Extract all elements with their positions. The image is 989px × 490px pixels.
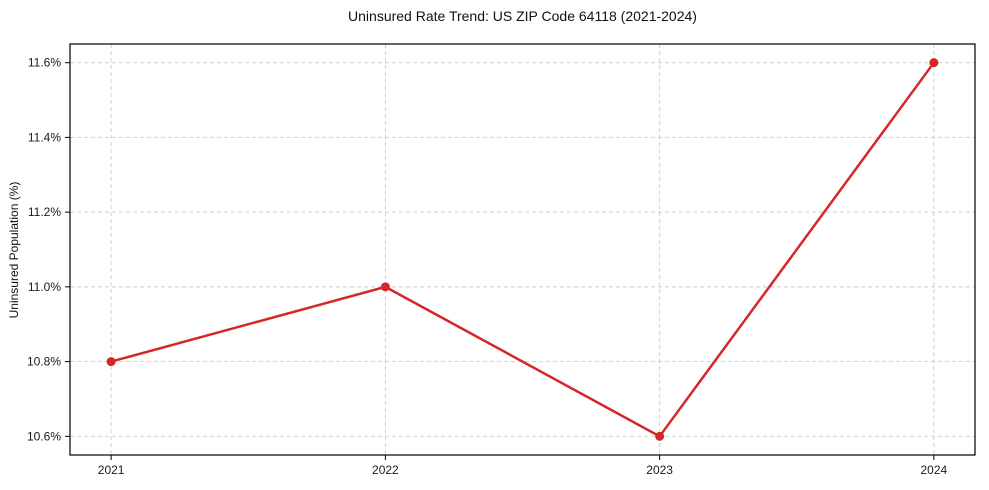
x-tick-label: 2024	[921, 463, 948, 477]
y-tick-label: 11.4%	[28, 130, 61, 144]
plot-border	[69, 43, 976, 456]
data-point	[929, 58, 939, 68]
data-point	[106, 357, 116, 367]
y-tick-label: 11.2%	[28, 205, 61, 219]
x-tick-label: 2021	[98, 463, 125, 477]
chart-title: Uninsured Rate Trend: US ZIP Code 64118 …	[348, 8, 697, 24]
y-tick-label: 10.8%	[27, 355, 61, 369]
x-tick-label: 2022	[372, 463, 399, 477]
data-point	[655, 431, 665, 441]
y-axis-label: Uninsured Population (%)	[7, 181, 21, 319]
y-tick-label: 11.0%	[28, 280, 61, 294]
y-tick-label: 10.6%	[27, 429, 61, 443]
y-tick-label: 11.6%	[28, 56, 61, 70]
data-point	[380, 282, 390, 292]
x-tick-label: 2023	[646, 463, 673, 477]
series-line	[109, 61, 936, 438]
